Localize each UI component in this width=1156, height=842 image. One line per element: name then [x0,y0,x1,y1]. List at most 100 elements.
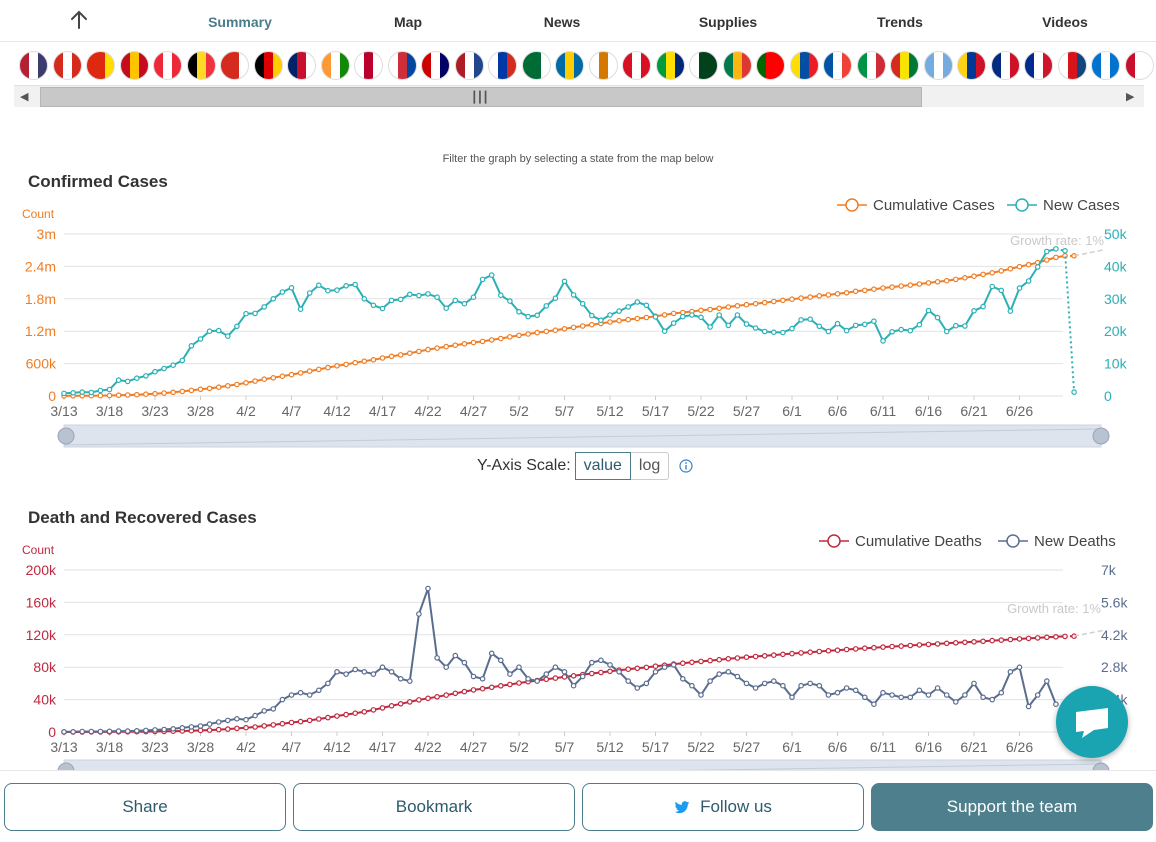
range-handle-right[interactable] [1092,427,1110,445]
scroll-left-icon[interactable]: ◀ [20,91,29,103]
flag-scrollbar[interactable]: ◀ ┃┃┃ ▶ [14,85,1144,107]
portugal-flag-icon[interactable] [756,51,785,80]
info-icon[interactable] [679,459,693,473]
czechia-flag-icon[interactable] [1057,51,1087,80]
japan-flag-icon[interactable] [354,51,383,80]
data-point [889,643,895,650]
spain-flag-icon[interactable] [119,51,149,80]
data-point [807,649,814,656]
data-point [507,334,513,340]
x-tick-label: 3/18 [96,403,123,419]
south-korea-flag-icon[interactable] [387,51,417,80]
austria-flag-icon[interactable] [153,51,182,80]
next-flag-icon[interactable] [1124,51,1154,80]
data-point [115,728,122,734]
belgium-flag-icon[interactable] [186,51,216,80]
confirmed-cases-chart[interactable]: Count 0 0 600k 10k 1.2m 20k 1.8m 30k 2.4m 40k 3m 50k… [0,190,1156,460]
tab-news[interactable]: News [543,14,581,30]
russia-flag-icon[interactable] [488,51,517,80]
tab-map[interactable]: Map [394,14,422,30]
support-team-button[interactable]: Support the team [871,783,1153,831]
arrow-up-icon[interactable] [66,8,92,32]
malaysia-flag-icon[interactable] [421,51,450,80]
range-handle-right[interactable] [1092,762,1110,770]
ecuador-flag-icon[interactable] [789,51,819,80]
data-point [188,724,195,730]
data-point [834,291,841,297]
range-handle-left[interactable] [57,427,75,445]
data-point [952,322,959,329]
data-point [798,317,804,323]
data-point [525,676,531,682]
data-point [306,717,313,724]
data-point [479,676,486,682]
argentina-flag-icon[interactable] [923,51,953,80]
scale-value-button[interactable]: value [574,452,631,480]
data-point [643,664,650,671]
chat-button[interactable] [1056,686,1128,758]
data-point [616,669,622,675]
honduras-flag-icon[interactable] [1091,51,1120,80]
share-button[interactable]: Share [4,783,286,831]
follow-us-button[interactable]: Follow us [582,783,864,831]
costa-rica-flag-icon[interactable] [990,51,1020,80]
india-flag-icon[interactable] [320,51,350,80]
brazil-flag-icon[interactable] [655,51,685,80]
data-point [652,663,659,670]
tab-summary[interactable]: Summary [208,14,272,30]
tab-videos[interactable]: Videos [1042,14,1088,30]
data-point [643,314,650,321]
bookmark-button[interactable]: Bookmark [293,783,575,831]
data-point [179,388,186,395]
data-point [334,287,340,293]
right-tick-label: 50k [1104,226,1128,242]
italy-flag-icon[interactable] [856,51,886,80]
sweden-flag-icon[interactable] [555,51,584,80]
range-handle-left[interactable] [57,762,75,770]
china-flag-icon[interactable] [86,51,115,80]
x-tick-label: 6/6 [828,403,848,419]
data-point [852,646,859,652]
data-point [188,387,195,394]
x-tick-label: 5/17 [642,739,669,755]
uk-flag-icon[interactable] [287,51,316,80]
scroll-right-icon[interactable]: ▶ [1126,91,1135,103]
data-point [952,276,959,283]
scale-log-button[interactable]: log [630,452,670,480]
france-flag-icon[interactable] [823,51,852,80]
data-point [206,385,213,392]
canada-flag-icon[interactable] [52,51,82,80]
support-team-label: Support the team [946,797,1078,816]
legend-marker [1015,198,1029,212]
germany-flag-icon[interactable] [253,51,283,80]
pakistan-flag-icon[interactable] [689,51,718,80]
data-point [470,673,477,680]
tab-trends[interactable]: Trends [877,14,923,30]
cuba-flag-icon[interactable] [1024,51,1053,80]
us-flag-icon[interactable] [19,51,48,80]
x-tick-label: 6/6 [828,739,848,755]
scrollbar-thumb[interactable]: ┃┃┃ [40,87,922,107]
south-africa-flag-icon[interactable] [722,51,752,80]
netherlands-flag-icon[interactable] [454,51,484,80]
data-point [843,646,850,653]
saudi-arabia-flag-icon[interactable] [521,51,551,80]
data-point [761,328,768,335]
death-recovered-chart[interactable]: Count0040k1.4k80k2.8k120k4.2k160k5.6k200… [0,526,1156,770]
data-point [297,689,304,696]
colombia-flag-icon[interactable] [957,51,986,80]
data-point [206,721,213,727]
data-point [352,666,359,673]
tab-supplies[interactable]: Supplies [698,14,758,30]
peru-flag-icon[interactable] [622,51,651,80]
data-point [743,654,750,661]
cyprus-flag-icon[interactable] [588,51,618,80]
switzerland-flag-icon[interactable] [220,51,249,80]
data-point [588,659,595,666]
data-point [698,692,704,698]
growth-projection [1073,629,1105,637]
data-point [889,284,895,290]
data-point [570,324,577,331]
bolivia-flag-icon[interactable] [890,51,919,80]
data-point [989,283,996,290]
